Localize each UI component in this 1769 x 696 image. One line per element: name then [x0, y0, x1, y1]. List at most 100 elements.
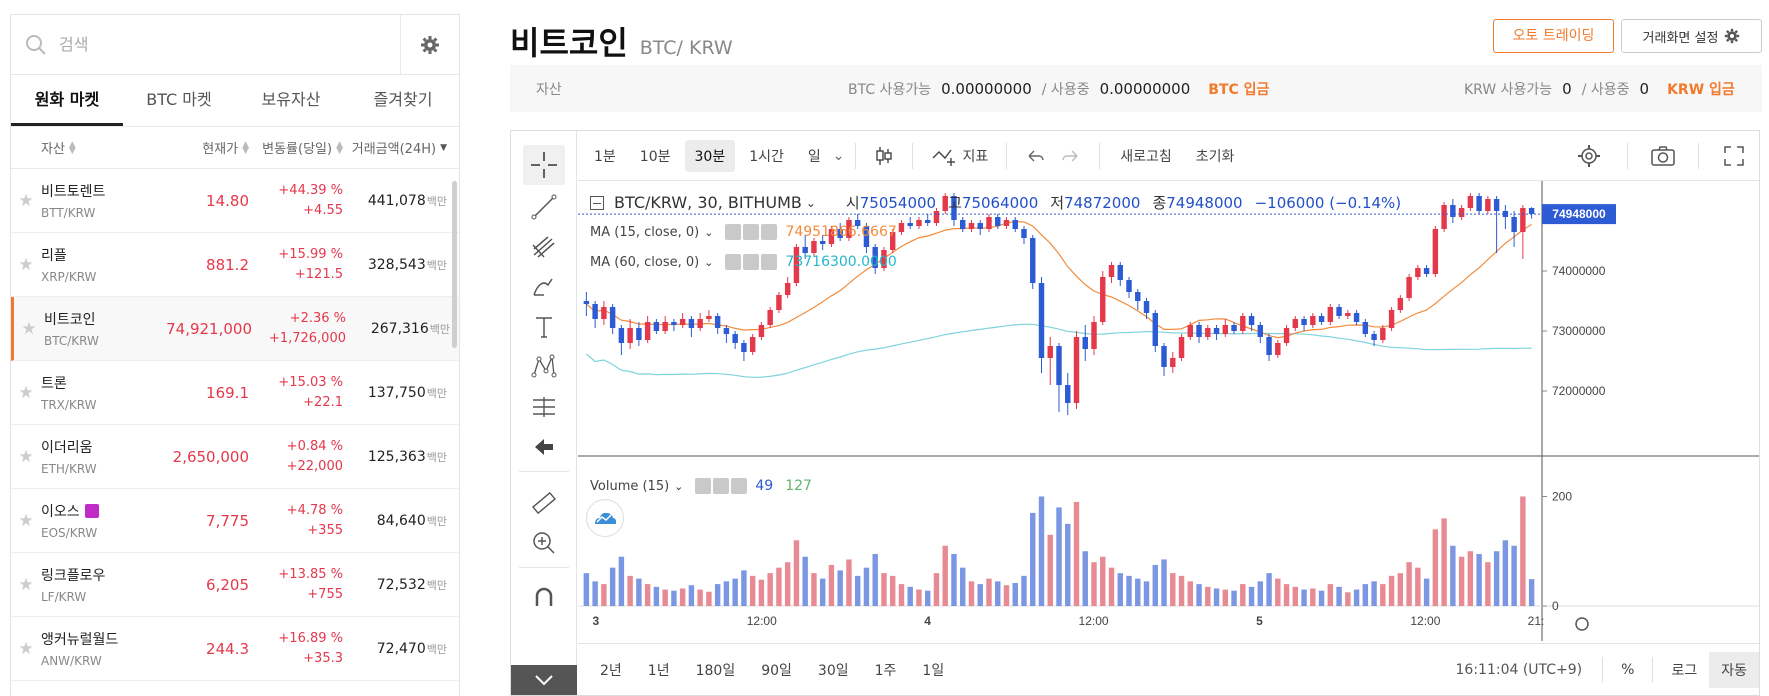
favorite-star-icon[interactable]: ★ [18, 446, 34, 467]
coin-row[interactable]: ★ 비트코인 BTC/KRW 74,921,000 +2.36 % +1,726… [11, 297, 459, 361]
btc-deposit-link[interactable]: BTC 입금 [1208, 81, 1270, 98]
zoom-tool[interactable] [523, 523, 565, 563]
hide-toolbar-button[interactable] [523, 427, 565, 467]
candle-body [583, 301, 590, 304]
ruler-tool[interactable] [523, 483, 565, 523]
volume-bar [1485, 562, 1491, 606]
collapse-icon[interactable] [590, 195, 604, 210]
range-button[interactable]: 90일 [761, 662, 792, 679]
percent-scale-button[interactable]: % [1621, 662, 1635, 678]
sort-volume[interactable]: 거래금액(24H) ▼ [343, 138, 447, 157]
eye-icon[interactable] [725, 224, 742, 240]
redo-button[interactable] [1053, 144, 1089, 168]
range-button[interactable]: 1년 [647, 662, 670, 679]
candle-body [1030, 238, 1036, 283]
sort-change[interactable]: 변동률(당일) ▲ ▼ [249, 138, 343, 157]
chevron-down-icon[interactable]: ⌄ [704, 255, 714, 269]
krw-deposit-link[interactable]: KRW 입금 [1667, 81, 1735, 98]
list-scrollbar[interactable] [452, 181, 457, 348]
fullscreen-button[interactable] [1709, 145, 1759, 167]
tab-favorites[interactable]: 즐겨찾기 [373, 90, 433, 109]
favorite-star-icon[interactable]: ★ [18, 510, 34, 531]
volume-label[interactable]: Volume (15) [590, 478, 670, 494]
symbol-label[interactable]: BTC/KRW, 30, BITHUMB [614, 193, 802, 212]
coin-change: +0.84 % +22,000 [249, 437, 343, 477]
volume-bar [732, 578, 738, 606]
interval-button[interactable]: 1시간 [749, 148, 784, 165]
sort-asset[interactable]: 자산 ▲ ▼ [11, 138, 159, 157]
search-input[interactable] [59, 35, 359, 54]
expand-tools-button[interactable] [511, 665, 577, 695]
indicator-button[interactable]: 지표 [923, 142, 997, 170]
interval-button[interactable]: 일 [807, 148, 821, 165]
chart-area[interactable]: 74000000 73000000 72000000 200 0 3 12:00 4 12:00… [578, 181, 1759, 641]
chart-settings-button[interactable] [1561, 144, 1617, 168]
tab-krw-market[interactable]: 원화 마켓 [11, 75, 123, 126]
magnet-tool[interactable] [523, 577, 565, 617]
chevron-down-icon[interactable]: ⌄ [704, 225, 714, 239]
auto-trading-button[interactable]: 오토 트레이딩 [1493, 19, 1614, 53]
coin-row[interactable]: ★ 링크플로우 LF/KRW 6,205 +13.85 % +755 72,53… [11, 553, 459, 617]
candle-body [925, 220, 931, 223]
log-scale-button[interactable]: 로그 [1671, 663, 1698, 679]
undo-button[interactable] [1017, 144, 1053, 168]
favorite-star-icon[interactable]: ★ [18, 638, 34, 659]
volume-bar [1441, 518, 1447, 606]
coin-volume-value: 137,750 [367, 384, 426, 401]
sort-price[interactable]: 현재가 ▲ ▼ [159, 138, 249, 157]
measure-range-tool[interactable] [523, 387, 565, 427]
favorite-star-icon[interactable]: ★ [18, 190, 34, 211]
eye-icon[interactable] [725, 254, 742, 270]
coin-row[interactable]: ★ 앵커뉴럴월드 ANW/KRW 244.3 +16.89 % +35.3 72… [11, 617, 459, 681]
favorite-star-icon[interactable]: ★ [18, 382, 34, 403]
interval-button[interactable]: 30분 [684, 139, 736, 172]
fib-tool[interactable] [523, 227, 565, 267]
screen-settings-button[interactable]: 거래화면 설정 [1621, 19, 1762, 53]
eye-icon[interactable] [695, 478, 712, 494]
coin-row[interactable]: ★ 이오스 EOS/KRW 7,775 +4.78 % +355 84,640백… [11, 489, 459, 553]
brush-tool[interactable] [523, 267, 565, 307]
tab-holdings[interactable]: 보유자산 [261, 90, 321, 109]
text-tool[interactable] [523, 307, 565, 347]
trend-line-tool[interactable] [523, 187, 565, 227]
gear-icon[interactable] [713, 478, 730, 494]
gear-icon[interactable] [743, 254, 760, 270]
favorite-star-icon[interactable]: ★ [21, 318, 37, 339]
ma15-label[interactable]: MA (15, close, 0) [590, 224, 700, 240]
coin-row[interactable]: ★ 리플 XRP/KRW 881.2 +15.99 % +121.5 328,5… [11, 233, 459, 297]
close-icon[interactable] [761, 254, 778, 270]
favorite-star-icon[interactable]: ★ [18, 574, 34, 595]
logo-badge[interactable] [586, 499, 624, 537]
favorite-star-icon[interactable]: ★ [18, 254, 34, 275]
coin-row[interactable]: ★ 이더리움 ETH/KRW 2,650,000 +0.84 % +22,000… [11, 425, 459, 489]
range-button[interactable]: 30일 [817, 662, 849, 679]
market-settings-button[interactable] [401, 15, 459, 74]
ma60-label[interactable]: MA (60, close, 0) [590, 254, 700, 270]
volume-bar [1196, 584, 1202, 606]
range-button[interactable]: 180일 [695, 662, 736, 679]
candle-body [1108, 265, 1115, 277]
pattern-tool[interactable] [523, 347, 565, 387]
screenshot-button[interactable] [1638, 145, 1688, 167]
chevron-down-icon[interactable]: ⌄ [674, 479, 684, 493]
chart-type-button[interactable] [866, 141, 902, 171]
interval-button[interactable]: 1분 [594, 148, 616, 165]
range-button[interactable]: 2년 [600, 662, 622, 679]
close-icon[interactable] [761, 224, 778, 240]
interval-button[interactable]: 10분 [639, 148, 671, 165]
auto-scale-button[interactable]: 자동 [1709, 652, 1759, 688]
tab-btc-market[interactable]: BTC 마켓 [146, 90, 212, 109]
coin-row[interactable]: ★ 트론 TRX/KRW 169.1 +15.03 % +22.1 137,75… [11, 361, 459, 425]
reset-button[interactable]: 초기화 [1195, 148, 1235, 165]
close-icon[interactable] [731, 478, 748, 494]
refresh-button[interactable]: 새로고침 [1120, 148, 1172, 165]
interval-dropdown-icon[interactable]: ⌄ [832, 147, 845, 164]
crosshair-tool[interactable] [523, 145, 565, 185]
range-button[interactable]: 1주 [874, 662, 897, 679]
range-button[interactable]: 1일 [922, 662, 945, 679]
volume-bar [837, 570, 843, 606]
clock-time[interactable]: 16:11:04 (UTC+9) [1455, 662, 1583, 678]
coin-row[interactable]: ★ 비트토렌트 BTT/KRW 14.80 +44.39 % +4.55 441… [11, 169, 459, 233]
chevron-down-icon[interactable]: ⌄ [805, 195, 816, 210]
gear-icon[interactable] [743, 224, 760, 240]
